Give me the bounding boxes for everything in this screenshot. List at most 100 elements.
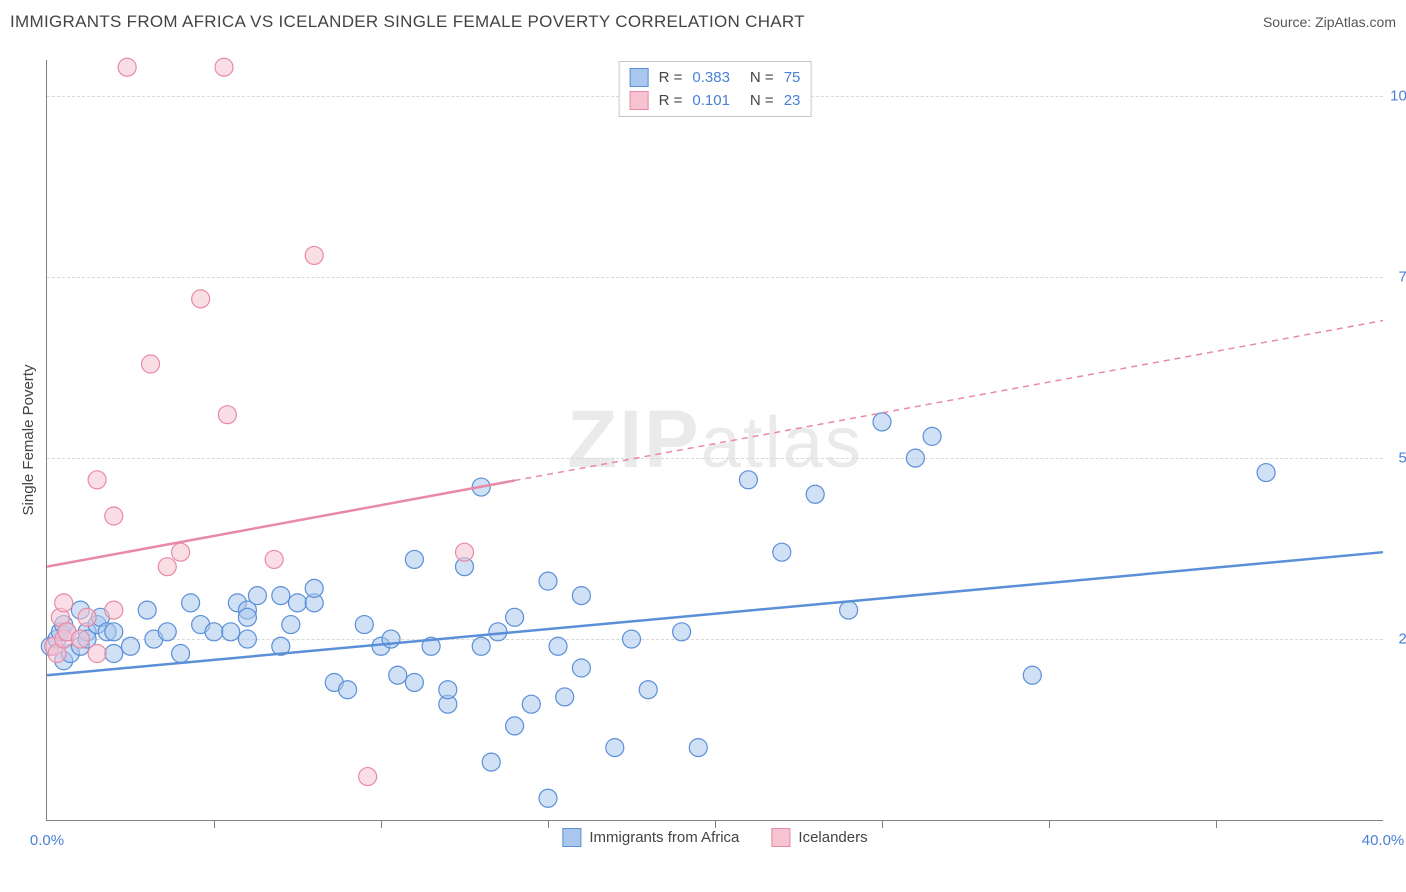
data-point (906, 449, 924, 467)
data-point (105, 645, 123, 663)
data-point (238, 630, 256, 648)
trend-line-extrapolated (515, 321, 1383, 481)
data-point (138, 601, 156, 619)
data-point (105, 507, 123, 525)
legend-label: Immigrants from Africa (589, 829, 739, 846)
data-point (572, 587, 590, 605)
data-point (172, 543, 190, 561)
data-point (55, 594, 73, 612)
y-axis-label: Single Female Poverty (20, 365, 37, 516)
correlation-legend: R = 0.383 N = 75 R = 0.101 N = 23 (619, 61, 812, 117)
source-value: ZipAtlas.com (1315, 14, 1396, 30)
data-point (265, 550, 283, 568)
data-point (549, 637, 567, 655)
data-point (88, 645, 106, 663)
data-point (205, 623, 223, 641)
data-point (272, 587, 290, 605)
legend-label: Icelanders (798, 829, 867, 846)
x-tick-label: 0.0% (30, 832, 64, 849)
data-point (192, 290, 210, 308)
x-tick (381, 820, 382, 828)
n-value: 23 (784, 92, 801, 109)
legend-item: Immigrants from Africa (562, 828, 739, 847)
n-value: 75 (784, 69, 801, 86)
data-point (158, 623, 176, 641)
data-point (248, 587, 266, 605)
data-point (78, 608, 96, 626)
data-point (238, 608, 256, 626)
data-point (389, 666, 407, 684)
data-point (405, 550, 423, 568)
stat-label: N = (750, 69, 774, 86)
data-point (1023, 666, 1041, 684)
source-label: Source: (1263, 14, 1311, 30)
data-point (158, 558, 176, 576)
data-point (673, 623, 691, 641)
data-point (606, 739, 624, 757)
data-point (218, 406, 236, 424)
series-swatch-icon (562, 828, 581, 847)
data-point (282, 616, 300, 634)
data-point (556, 688, 574, 706)
x-tick (882, 820, 883, 828)
data-point (305, 579, 323, 597)
header: IMMIGRANTS FROM AFRICA VS ICELANDER SING… (10, 12, 1396, 32)
data-point (71, 630, 89, 648)
data-point (105, 601, 123, 619)
data-point (539, 572, 557, 590)
data-point (305, 246, 323, 264)
data-point (289, 594, 307, 612)
data-point (840, 601, 858, 619)
data-point (506, 717, 524, 735)
source-credit: Source: ZipAtlas.com (1263, 14, 1396, 30)
data-point (405, 673, 423, 691)
data-point (472, 637, 490, 655)
data-point (539, 789, 557, 807)
series-swatch-icon (771, 828, 790, 847)
data-point (118, 58, 136, 76)
data-point (122, 637, 140, 655)
data-point (222, 623, 240, 641)
data-point (873, 413, 891, 431)
y-tick-label: 25.0% (1398, 631, 1406, 648)
data-point (623, 630, 641, 648)
scatter-svg (47, 60, 1383, 820)
data-point (482, 753, 500, 771)
series-swatch-icon (630, 68, 649, 87)
stat-label: N = (750, 92, 774, 109)
data-point (522, 695, 540, 713)
x-tick-label: 40.0% (1362, 832, 1405, 849)
data-point (215, 58, 233, 76)
plot-area: ZIPatlas R = 0.383 N = 75 R = 0.101 N = … (46, 60, 1383, 821)
series-legend: Immigrants from Africa Icelanders (562, 828, 867, 847)
x-tick (715, 820, 716, 828)
data-point (439, 681, 457, 699)
data-point (182, 594, 200, 612)
series-swatch-icon (630, 91, 649, 110)
data-point (355, 616, 373, 634)
data-point (689, 739, 707, 757)
data-point (88, 471, 106, 489)
x-tick (214, 820, 215, 828)
data-point (572, 659, 590, 677)
data-point (456, 543, 474, 561)
data-point (923, 427, 941, 445)
y-tick-label: 100.0% (1390, 88, 1406, 105)
data-point (489, 623, 507, 641)
x-tick (1049, 820, 1050, 828)
legend-row: R = 0.383 N = 75 (630, 66, 801, 89)
y-tick-label: 50.0% (1398, 450, 1406, 467)
chart-title: IMMIGRANTS FROM AFRICA VS ICELANDER SING… (10, 12, 805, 32)
data-point (359, 768, 377, 786)
stat-label: R = (659, 92, 683, 109)
data-point (806, 485, 824, 503)
data-point (773, 543, 791, 561)
data-point (172, 645, 190, 663)
x-tick (1216, 820, 1217, 828)
stat-label: R = (659, 69, 683, 86)
legend-item: Icelanders (771, 828, 867, 847)
data-point (639, 681, 657, 699)
data-point (1257, 464, 1275, 482)
r-value: 0.383 (692, 69, 730, 86)
r-value: 0.101 (692, 92, 730, 109)
